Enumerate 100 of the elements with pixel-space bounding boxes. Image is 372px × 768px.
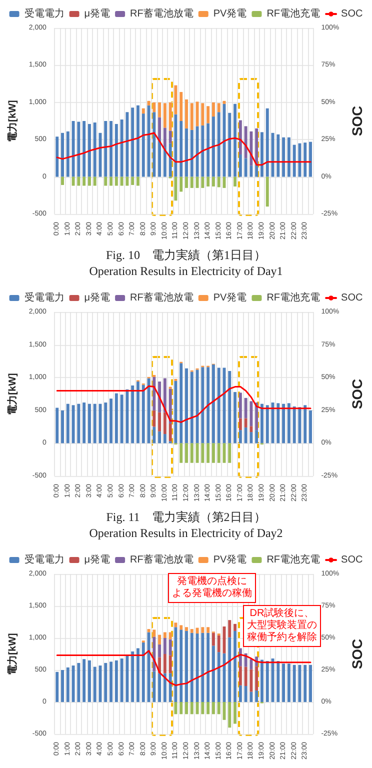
bar	[260, 660, 264, 702]
bar	[276, 403, 280, 444]
bar	[93, 404, 96, 444]
bar	[190, 103, 194, 130]
bar	[250, 432, 253, 444]
bar	[82, 659, 86, 702]
bar	[266, 661, 269, 702]
bar	[276, 661, 280, 702]
bar	[250, 166, 253, 177]
text: Operation Results in Electricity of Day1	[89, 264, 283, 278]
bar	[185, 630, 188, 702]
legend-label: SOC	[341, 8, 363, 20]
bar	[120, 120, 124, 177]
bar	[282, 137, 286, 177]
bar	[292, 406, 296, 444]
bar	[282, 664, 286, 702]
bar	[201, 176, 204, 188]
bar	[196, 126, 199, 177]
bar	[93, 122, 96, 177]
bar	[158, 140, 162, 177]
bar	[180, 630, 183, 702]
line-series	[56, 650, 312, 686]
bar	[126, 656, 129, 702]
bar	[206, 123, 210, 177]
bar	[88, 660, 91, 702]
bar	[136, 105, 140, 177]
bar	[255, 128, 258, 164]
bar	[266, 108, 269, 177]
bar	[185, 627, 188, 631]
bar	[61, 132, 64, 177]
bar	[234, 630, 237, 702]
bar	[217, 702, 220, 714]
y2-axis-title: SOC	[349, 378, 365, 410]
bar	[168, 143, 172, 177]
bar	[228, 371, 232, 444]
bar	[104, 402, 108, 444]
bar	[120, 176, 124, 186]
bar	[168, 130, 172, 144]
bar	[190, 372, 194, 444]
bar	[158, 644, 162, 658]
bar	[196, 370, 199, 444]
bar	[152, 426, 156, 444]
bar	[304, 142, 307, 177]
bar	[163, 638, 166, 654]
bar	[238, 120, 242, 154]
bar	[206, 443, 210, 463]
bar	[292, 144, 296, 177]
bar	[250, 131, 253, 166]
y2-axis-title: SOC	[349, 106, 365, 136]
bar	[255, 402, 258, 430]
bar	[201, 702, 204, 714]
bar	[217, 635, 220, 652]
bar	[158, 102, 162, 118]
bar	[260, 404, 264, 444]
bar	[190, 629, 194, 633]
bar	[206, 176, 210, 186]
bar	[126, 112, 129, 177]
bar	[196, 634, 199, 702]
bar	[174, 627, 178, 702]
bar	[255, 666, 258, 690]
bar	[131, 385, 134, 444]
bar	[163, 412, 166, 434]
bar	[142, 108, 145, 114]
bar	[201, 627, 204, 633]
legend-label: 受電電力	[24, 292, 64, 304]
bar	[77, 122, 80, 177]
callout-box: DR試験後に、 大型実験装置の 稼働予約を解除	[243, 605, 321, 647]
bar	[180, 702, 183, 714]
bar	[88, 124, 91, 177]
bar	[88, 404, 91, 444]
bar	[201, 632, 204, 702]
text: Fig. 11 電力実績（第2日目）	[106, 510, 266, 524]
bar	[185, 128, 188, 177]
bar	[276, 134, 280, 177]
bar	[196, 628, 199, 634]
bar	[206, 702, 210, 714]
bar	[234, 176, 237, 186]
bar	[244, 398, 248, 418]
bar	[114, 393, 118, 444]
y-axis-title: 電力[kW]	[6, 373, 18, 415]
bar	[212, 632, 215, 646]
bar	[114, 176, 118, 186]
bar	[266, 176, 269, 207]
y-axis-title: 電力[kW]	[6, 100, 18, 142]
bar	[158, 117, 162, 140]
bar	[244, 427, 248, 444]
bar	[244, 666, 248, 686]
bar	[77, 176, 80, 186]
bar	[152, 636, 156, 672]
bar	[185, 702, 188, 714]
bar	[142, 642, 145, 702]
legend-label: PV発電	[213, 8, 247, 20]
bar	[104, 121, 108, 177]
bar	[304, 405, 307, 444]
bar	[228, 112, 232, 177]
bar	[61, 176, 64, 185]
bar	[136, 382, 140, 444]
bar	[238, 666, 242, 686]
bar	[250, 401, 253, 426]
bar	[234, 624, 237, 631]
